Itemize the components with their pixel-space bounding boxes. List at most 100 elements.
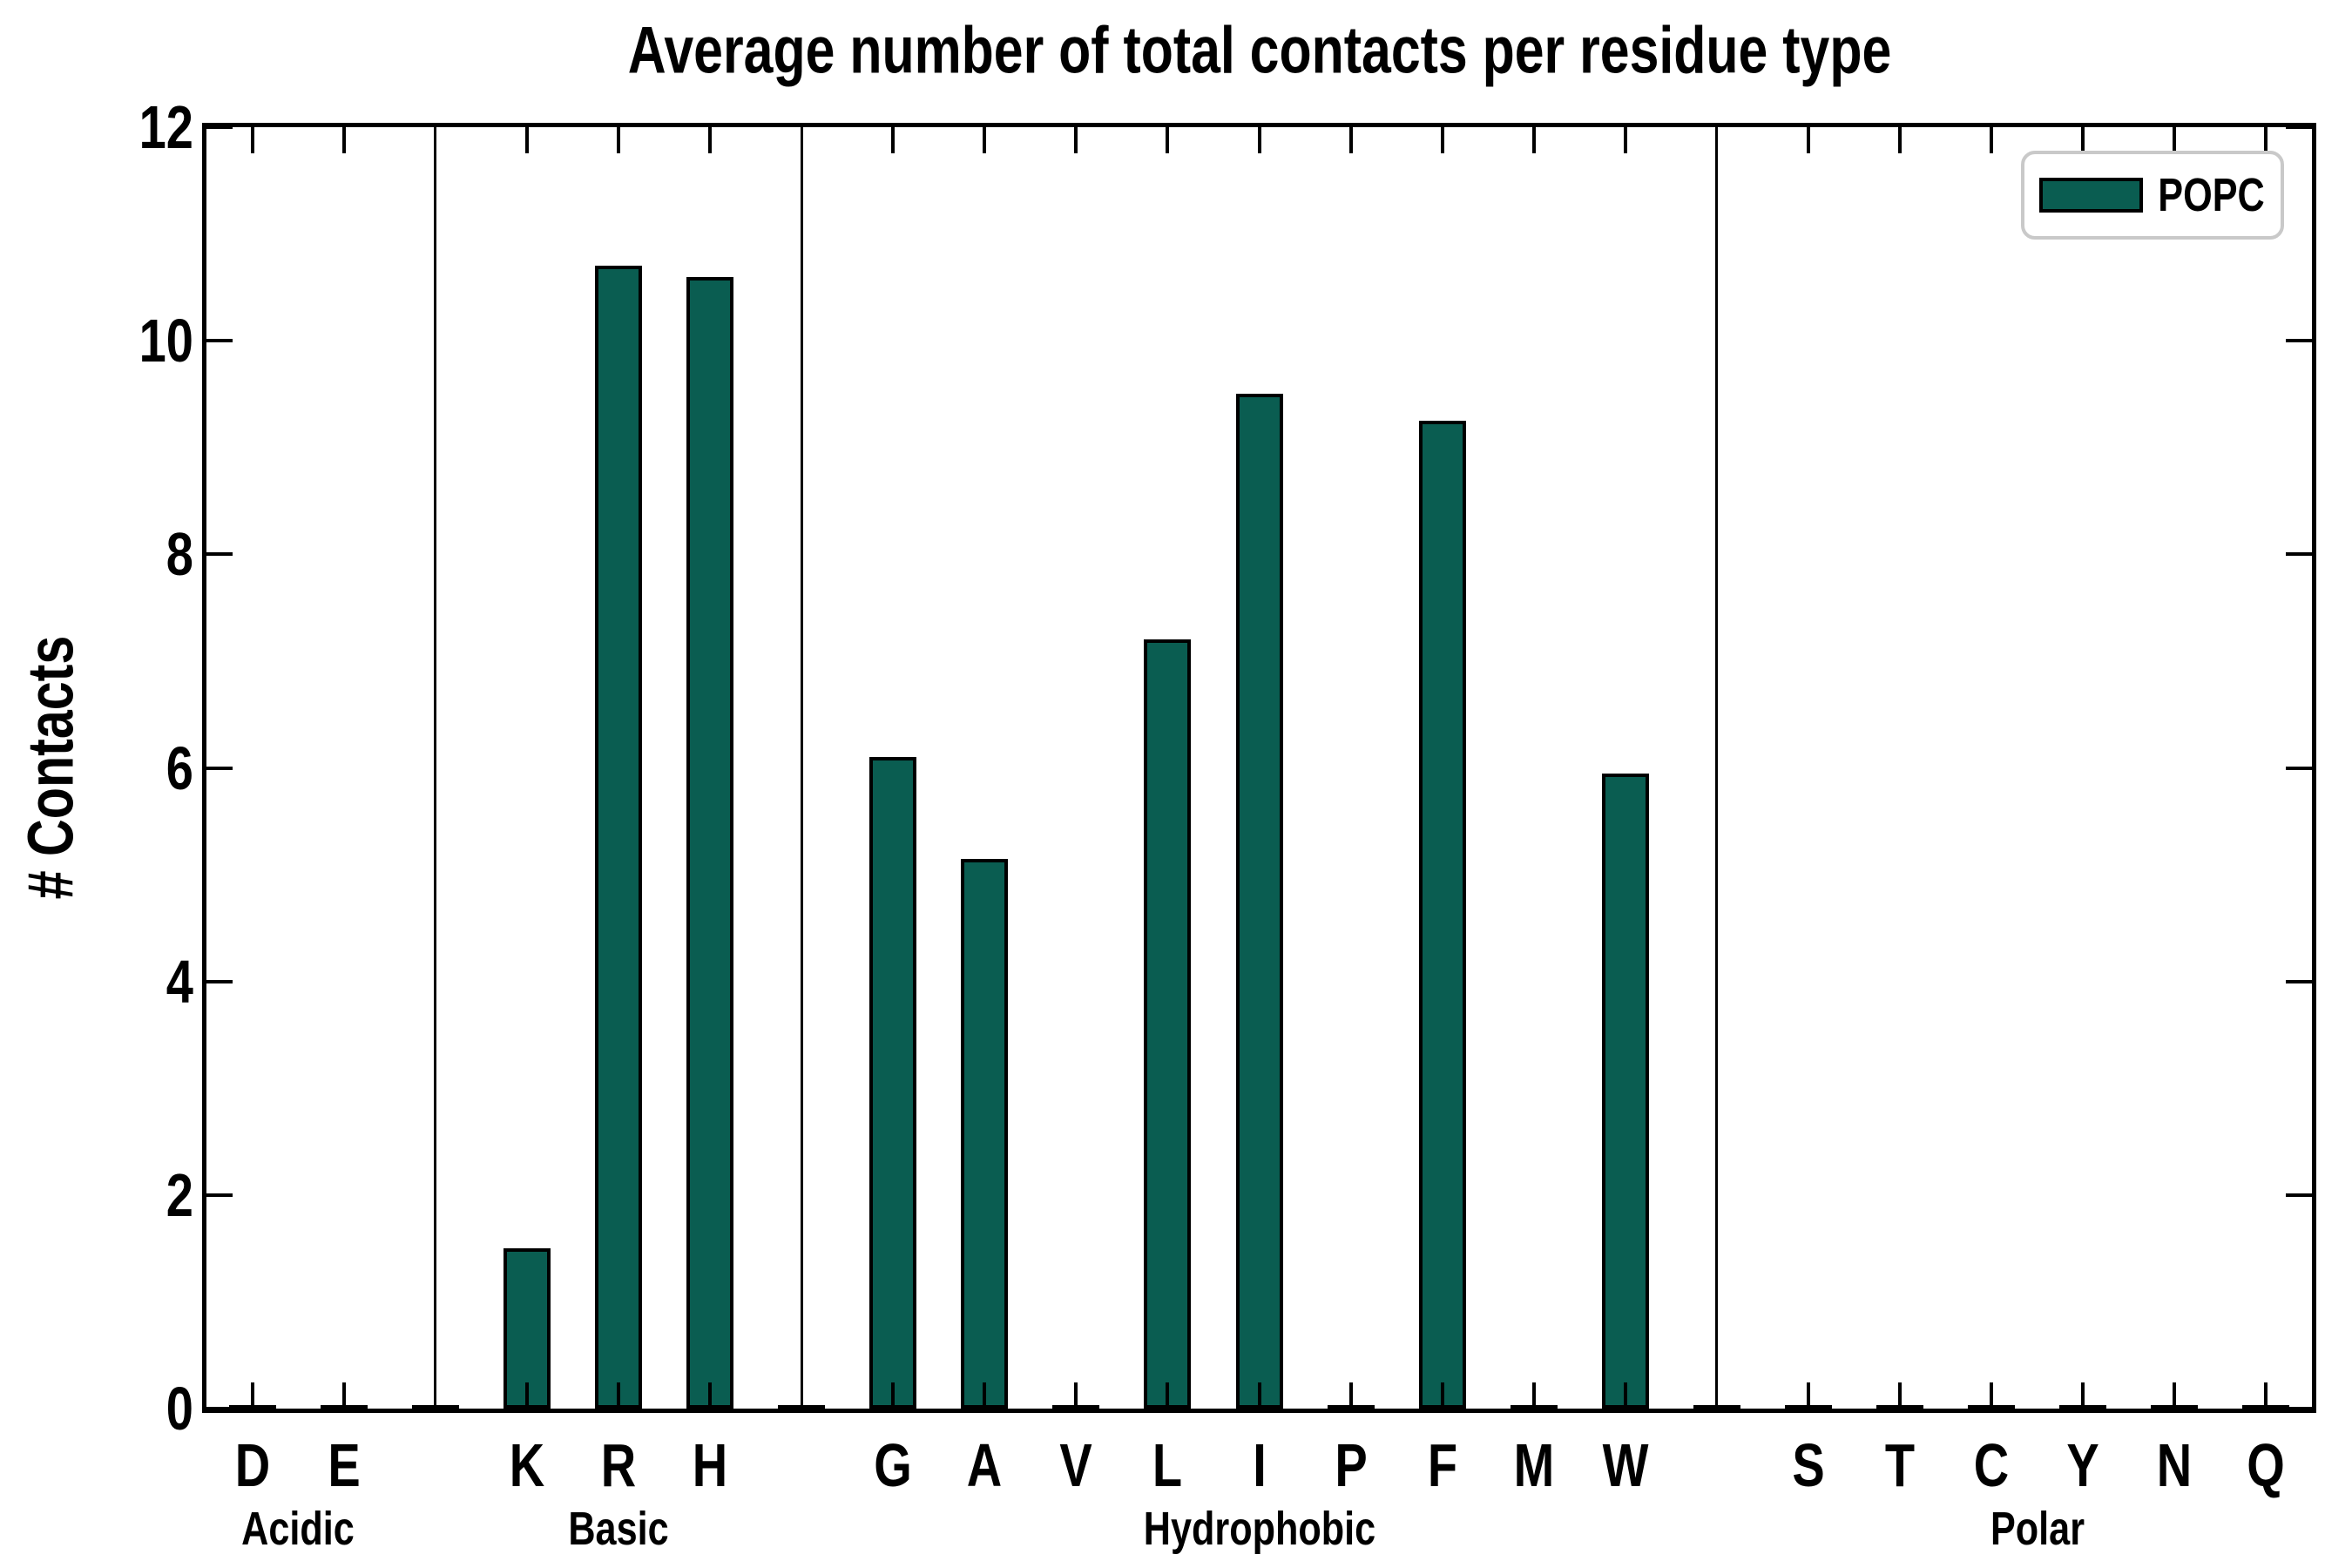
x-tick-bottom [1348, 1382, 1353, 1409]
x-tick-bottom [891, 1382, 896, 1409]
x-tick-label-text: D [234, 1431, 270, 1499]
x-tick-bottom [707, 1382, 712, 1409]
legend-label: POPC [2158, 169, 2266, 221]
bar-K [503, 1248, 551, 1409]
x-tick-top [1166, 127, 1170, 153]
bar-R [594, 266, 642, 1409]
legend-label-wrap: POPC [2143, 168, 2281, 222]
y-tick-label-0: 0 [159, 1374, 193, 1443]
y-tick-label-text: 6 [166, 733, 193, 802]
x-tick-bottom [2081, 1382, 2085, 1409]
x-tick-top [1898, 127, 1903, 153]
y-tick-right [2286, 1407, 2312, 1410]
x-tick-top [1990, 127, 1994, 153]
x-tick-label-text: Y [2066, 1431, 2099, 1499]
x-tick-top [1440, 127, 1444, 153]
y-tick-label-12: 12 [125, 92, 193, 162]
y-tick-left [206, 125, 233, 129]
x-tick-top [707, 127, 712, 153]
y-tick-label-text: 10 [139, 307, 193, 375]
x-tick-bottom [2173, 1382, 2177, 1409]
y-tick-right [2286, 979, 2312, 983]
x-tick-top [2264, 127, 2268, 153]
x-tick-top [2081, 127, 2085, 153]
x-tick-top [1348, 127, 1353, 153]
x-tick-label-text: S [1792, 1431, 1825, 1499]
x-tick-label-text: L [1152, 1431, 1183, 1499]
group-label-text: Polar [1990, 1503, 2085, 1555]
x-tick-label-text: M [1513, 1431, 1555, 1499]
group-divider [800, 127, 803, 1409]
chart-title: Average number of total contacts per res… [627, 13, 1892, 88]
y-tick-label-text: 2 [166, 1160, 193, 1229]
y-tick-label-8: 8 [159, 519, 193, 589]
x-tick-label-text: C [1973, 1431, 2010, 1499]
bar-A [961, 858, 1009, 1409]
x-tick-bottom [1623, 1382, 1627, 1409]
bar-W [1601, 773, 1649, 1409]
x-tick-bottom [1531, 1382, 1536, 1409]
y-tick-left [206, 552, 233, 557]
y-tick-left [206, 979, 233, 983]
x-tick-top [1623, 127, 1627, 153]
y-tick-label-text: 8 [166, 520, 193, 589]
x-tick-label-text: H [692, 1431, 728, 1499]
x-tick-top [616, 127, 620, 153]
x-tick-bottom [983, 1382, 987, 1409]
y-tick-left [206, 1193, 233, 1197]
x-tick-top [524, 127, 529, 153]
x-tick-top [1257, 127, 1261, 153]
y-tick-label-6: 6 [159, 733, 193, 803]
x-tick-top [2173, 127, 2177, 153]
x-tick-label-text: G [874, 1431, 912, 1499]
y-tick-label-4: 4 [159, 947, 193, 1017]
x-tick-bottom [1807, 1382, 1811, 1409]
x-tick-top [1807, 127, 1811, 153]
y-tick-left [206, 339, 233, 343]
x-tick-label-text: K [509, 1431, 545, 1499]
x-tick-bottom [250, 1382, 254, 1409]
x-tick-top [250, 127, 254, 153]
x-tick-label-text: Q [2247, 1431, 2286, 1499]
bar-F [1418, 421, 1466, 1409]
group-divider [1715, 127, 1719, 1409]
x-tick-top [341, 127, 346, 153]
x-tick-label-text: N [2157, 1431, 2193, 1499]
x-tick-label-text: A [967, 1431, 1003, 1499]
y-tick-label-text: 4 [166, 947, 193, 1016]
x-tick-bottom [1898, 1382, 1903, 1409]
y-tick-left [206, 766, 233, 770]
y-tick-right [2286, 766, 2312, 770]
group-label-text: Acidic [241, 1503, 355, 1555]
x-tick-bottom [1440, 1382, 1444, 1409]
legend-swatch-popc [2039, 178, 2143, 213]
y-tick-right [2286, 552, 2312, 557]
x-tick-bottom [616, 1382, 620, 1409]
bar-H [686, 276, 733, 1409]
x-tick-bottom [1166, 1382, 1170, 1409]
y-tick-label-2: 2 [159, 1160, 193, 1230]
legend: POPC [2021, 151, 2284, 240]
x-tick-top [983, 127, 987, 153]
y-tick-left [206, 1407, 233, 1410]
x-tick-label-text: P [1334, 1431, 1368, 1499]
bar-L [1144, 639, 1192, 1409]
x-tick-label-text: W [1602, 1431, 1649, 1499]
group-label-text: Basic [568, 1503, 669, 1555]
y-tick-label-10: 10 [125, 306, 193, 375]
y-tick-right [2286, 125, 2312, 129]
y-tick-label-text: 0 [166, 1375, 193, 1443]
x-tick-top [1074, 127, 1078, 153]
y-tick-label-text: 12 [139, 93, 193, 161]
x-tick-bottom [2264, 1382, 2268, 1409]
x-tick-label-text: T [1884, 1431, 1916, 1499]
plot-area [202, 123, 2316, 1413]
x-tick-label-text: I [1252, 1431, 1267, 1499]
x-tick-top [891, 127, 896, 153]
x-tick-label-text: V [1059, 1431, 1092, 1499]
x-tick-bottom [1074, 1382, 1078, 1409]
x-tick-bottom [341, 1382, 346, 1409]
bar-I [1235, 394, 1283, 1409]
y-tick-right [2286, 339, 2312, 343]
